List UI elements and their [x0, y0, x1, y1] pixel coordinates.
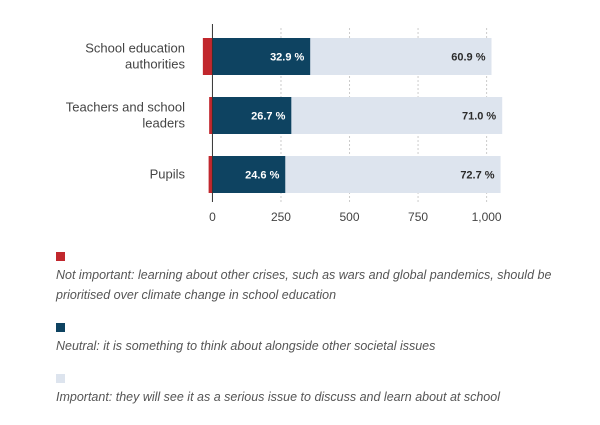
legend-label-neutral: Neutral: it is something to think about … — [56, 339, 436, 353]
legend-item-not-important: Not important: learning about other cris… — [56, 252, 576, 305]
bar-important — [291, 97, 503, 134]
legend-item-neutral: Neutral: it is something to think about … — [56, 323, 576, 356]
data-label: 32.9 % — [270, 52, 304, 64]
legend-label-important: Important: they will see it as a serious… — [56, 390, 500, 404]
category-label: School education — [85, 41, 185, 56]
bar-not-important — [209, 97, 213, 134]
x-tick-label: 1,000 — [472, 210, 502, 224]
bar-important — [285, 156, 501, 193]
data-label: 72.7 % — [460, 170, 494, 182]
legend-swatch-not-important — [56, 252, 65, 261]
category-label: authorities — [125, 57, 185, 72]
stacked-bar-chart: 32.9 % 60.9 % 26.7 % 71.0 % 24.6 % 72.7 % 0 25… — [66, 24, 503, 224]
chart-legend: Not important: learning about other cris… — [56, 252, 576, 425]
data-label: 60.9 % — [451, 52, 485, 64]
bar-neutral — [212, 38, 311, 75]
x-tick-label: 500 — [340, 210, 360, 224]
category-label: Pupils — [150, 167, 186, 182]
category-label: leaders — [142, 116, 185, 131]
x-tick-label: 0 — [209, 210, 216, 224]
bar-important — [310, 38, 492, 75]
legend-item-important: Important: they will see it as a serious… — [56, 374, 576, 407]
legend-label-not-important: Not important: learning about other cris… — [56, 268, 552, 302]
legend-swatch-neutral — [56, 323, 65, 332]
bar-not-important — [208, 156, 213, 193]
bar-neutral — [212, 97, 292, 134]
x-tick-label: 750 — [408, 210, 428, 224]
data-label: 71.0 % — [462, 111, 496, 123]
bar-neutral — [212, 156, 286, 193]
bar-not-important — [202, 38, 213, 75]
data-label: 26.7 % — [251, 111, 285, 123]
legend-swatch-important — [56, 374, 65, 383]
data-label: 24.6 % — [245, 170, 279, 182]
x-tick-label: 250 — [271, 210, 291, 224]
category-label: Teachers and school — [66, 100, 185, 115]
